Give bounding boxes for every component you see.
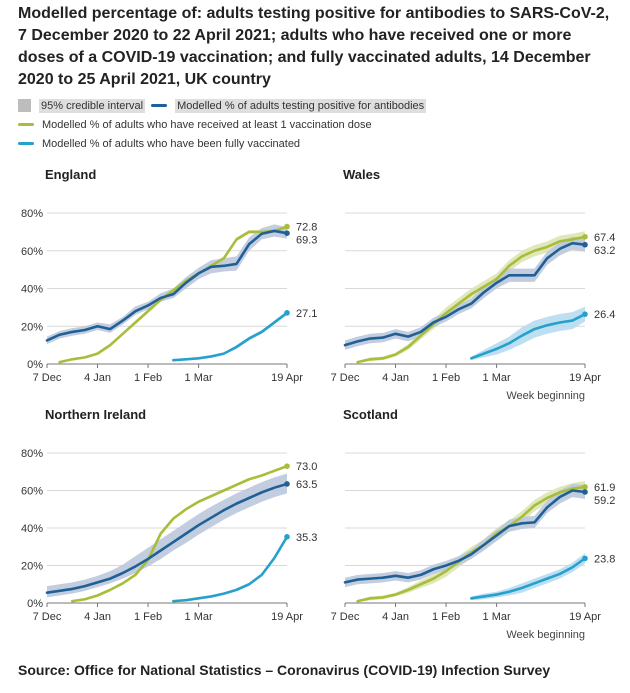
x-tick-label-northern-ireland: 1 Feb bbox=[134, 611, 162, 623]
y-tick-label-england: 0% bbox=[27, 359, 43, 371]
end-point-antibodies-northern-ireland bbox=[284, 481, 290, 487]
ci-band-fully-scotland bbox=[471, 553, 585, 601]
legend-swatch-one-dose bbox=[18, 123, 34, 126]
end-label-one-dose-northern-ireland: 73.0 bbox=[296, 461, 317, 473]
end-point-fully-northern-ireland bbox=[284, 534, 290, 540]
series-line-fully-england bbox=[172, 311, 289, 362]
legend-swatch-antibodies bbox=[151, 104, 168, 107]
end-label-antibodies-northern-ireland: 63.5 bbox=[296, 479, 317, 491]
end-point-fully-england bbox=[284, 310, 290, 316]
series-line-antibodies-england bbox=[45, 229, 289, 342]
x-tick-label-england: 7 Dec bbox=[33, 372, 62, 384]
legend-label-fully: Modelled % of adults who have been fully… bbox=[42, 137, 301, 150]
x-tick-label-england: 19 Apr bbox=[271, 372, 303, 384]
x-axis-footer-wales: Week beginning bbox=[506, 390, 585, 402]
series-line-antibodies-northern-ireland bbox=[45, 482, 289, 594]
series-line-one-dose-scotland bbox=[356, 485, 587, 603]
legend-swatch-ci bbox=[18, 99, 31, 112]
end-point-one-dose-scotland bbox=[582, 484, 588, 490]
y-tick-label-northern-ireland: 40% bbox=[21, 523, 43, 535]
end-point-one-dose-northern-ireland bbox=[284, 463, 290, 469]
x-tick-label-england: 4 Jan bbox=[84, 372, 111, 384]
y-tick-label-northern-ireland: 20% bbox=[21, 561, 43, 573]
end-point-fully-wales bbox=[582, 311, 588, 317]
series-line-one-dose-wales bbox=[356, 235, 587, 364]
x-tick-label-wales: 1 Feb bbox=[432, 372, 460, 384]
series-line-one-dose-northern-ireland bbox=[70, 464, 289, 603]
x-tick-label-northern-ireland: 1 Mar bbox=[185, 611, 213, 623]
x-tick-label-scotland: 19 Apr bbox=[569, 611, 601, 623]
y-tick-label-england: 80% bbox=[21, 208, 43, 220]
end-label-fully-wales: 26.4 bbox=[594, 309, 615, 321]
end-point-one-dose-england bbox=[284, 223, 290, 230]
series-line-fully-wales bbox=[470, 312, 587, 360]
x-axis-footer-scotland: Week beginning bbox=[506, 629, 585, 641]
y-tick-label-england: 60% bbox=[21, 246, 43, 258]
end-point-antibodies-wales bbox=[582, 241, 588, 248]
x-tick-label-scotland: 4 Jan bbox=[382, 611, 409, 623]
panel-title-wales: Wales bbox=[343, 167, 380, 182]
end-label-antibodies-england: 69.3 bbox=[296, 235, 317, 247]
panel-northern-ireland: Northern Ireland 0% 20% 40% 60% 80% 7 Dec 4 Jan… bbox=[21, 407, 317, 623]
ci-band-antibodies-northern-ireland bbox=[47, 473, 287, 598]
chart-title: Modelled percentage of: adults testing p… bbox=[18, 5, 610, 88]
x-tick-label-wales: 1 Mar bbox=[483, 372, 511, 384]
legend-label-one-dose: Modelled % of adults who have received a… bbox=[42, 118, 372, 131]
legend-label-ci: 95% credible interval bbox=[39, 98, 146, 113]
ci-band-fully-england bbox=[173, 310, 287, 362]
end-label-one-dose-england: 72.8 bbox=[296, 222, 317, 234]
x-tick-label-england: 1 Feb bbox=[134, 372, 162, 384]
end-label-fully-scotland: 23.8 bbox=[594, 553, 615, 565]
x-tick-label-wales: 4 Jan bbox=[382, 372, 409, 384]
legend-item-ci: 95% credible interval bbox=[18, 98, 146, 113]
legend-item-antibodies: Modelled % of adults testing positive fo… bbox=[151, 98, 427, 113]
x-tick-label-northern-ireland: 19 Apr bbox=[271, 611, 303, 623]
panel-scotland: Scotland 7 Dec 4 Jan 1 Feb 1 Mar 19 Apr 61.959… bbox=[331, 407, 616, 641]
panel-title-scotland: Scotland bbox=[343, 407, 398, 422]
panel-wales: Wales 7 Dec 4 Jan 1 Feb 1 Mar 19 Apr 67.463.2 2… bbox=[331, 167, 616, 402]
end-label-one-dose-scotland: 61.9 bbox=[594, 482, 615, 494]
x-tick-label-scotland: 1 Mar bbox=[483, 611, 511, 623]
end-label-one-dose-wales: 67.4 bbox=[594, 232, 615, 244]
ci-band-one-dose-wales bbox=[357, 231, 585, 364]
y-tick-label-northern-ireland: 0% bbox=[27, 598, 43, 610]
series-line-fully-scotland bbox=[470, 557, 587, 600]
y-tick-label-england: 40% bbox=[21, 284, 43, 296]
legend-label-antibodies: Modelled % of adults testing positive fo… bbox=[175, 98, 427, 113]
legend-item-fully: Modelled % of adults who have been fully… bbox=[18, 138, 300, 150]
chart-area: England 0% 20% 40% 60% 80% 7 Dec 4 Jan 1 Feb 1 Ma… bbox=[21, 167, 616, 641]
x-tick-label-scotland: 7 Dec bbox=[331, 611, 360, 623]
legend-item-one-dose: Modelled % of adults who have received a… bbox=[18, 119, 372, 131]
end-point-fully-scotland bbox=[582, 555, 588, 562]
ci-band-antibodies-scotland bbox=[345, 483, 585, 588]
x-tick-label-northern-ireland: 4 Jan bbox=[84, 611, 111, 623]
end-point-one-dose-wales bbox=[582, 233, 588, 240]
x-tick-label-england: 1 Mar bbox=[185, 372, 213, 384]
x-tick-label-scotland: 1 Feb bbox=[432, 611, 460, 623]
end-label-fully-northern-ireland: 35.3 bbox=[296, 532, 317, 544]
series-line-antibodies-scotland bbox=[343, 489, 587, 584]
legend: 95% credible interval Modelled % of adul… bbox=[18, 96, 618, 153]
series-line-antibodies-wales bbox=[343, 241, 587, 347]
end-label-antibodies-scotland: 59.2 bbox=[594, 495, 615, 507]
panel-england: England 0% 20% 40% 60% 80% 7 Dec 4 Jan 1 Feb 1 Ma… bbox=[21, 167, 317, 384]
series-line-one-dose-england bbox=[58, 225, 289, 364]
source-note: Source: Office for National Statistics –… bbox=[18, 662, 551, 678]
series-line-fully-northern-ireland bbox=[172, 535, 289, 603]
y-tick-label-northern-ireland: 60% bbox=[21, 486, 43, 498]
x-tick-label-northern-ireland: 7 Dec bbox=[33, 611, 62, 623]
panel-title-england: England bbox=[45, 167, 96, 182]
end-point-antibodies-scotland bbox=[582, 489, 588, 495]
legend-swatch-fully bbox=[18, 142, 34, 145]
x-tick-label-wales: 7 Dec bbox=[331, 372, 360, 384]
panel-title-northern-ireland: Northern Ireland bbox=[45, 407, 146, 422]
x-tick-label-wales: 19 Apr bbox=[569, 372, 601, 384]
end-label-fully-england: 27.1 bbox=[296, 308, 317, 320]
end-point-antibodies-england bbox=[284, 230, 290, 236]
y-tick-label-northern-ireland: 80% bbox=[21, 448, 43, 460]
end-label-antibodies-wales: 63.2 bbox=[594, 245, 615, 257]
y-tick-label-england: 20% bbox=[21, 321, 43, 333]
